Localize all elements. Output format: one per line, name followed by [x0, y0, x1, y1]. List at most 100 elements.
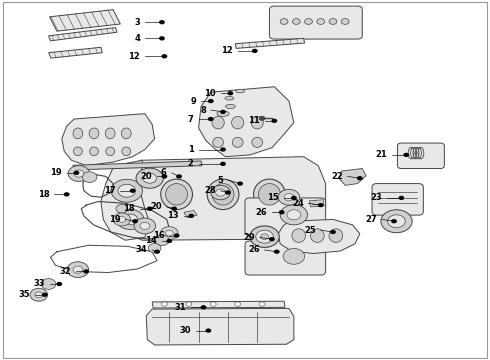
Circle shape [291, 196, 297, 200]
Circle shape [165, 230, 173, 236]
Circle shape [208, 117, 214, 121]
Text: 26: 26 [248, 246, 260, 255]
Text: 14: 14 [146, 237, 157, 246]
Text: 30: 30 [180, 326, 191, 335]
Circle shape [279, 210, 285, 215]
Circle shape [160, 226, 178, 239]
Ellipse shape [217, 111, 229, 116]
Circle shape [143, 173, 157, 183]
Circle shape [269, 237, 275, 241]
Text: 33: 33 [33, 279, 45, 288]
Circle shape [280, 205, 308, 225]
Text: 13: 13 [168, 211, 179, 220]
Circle shape [200, 305, 206, 310]
Circle shape [161, 54, 167, 58]
Circle shape [30, 288, 48, 301]
Text: 26: 26 [255, 208, 267, 217]
Circle shape [83, 269, 89, 274]
Ellipse shape [166, 184, 188, 205]
Circle shape [220, 110, 226, 114]
Text: 2: 2 [188, 159, 194, 168]
Circle shape [161, 302, 167, 306]
FancyBboxPatch shape [397, 143, 444, 168]
Circle shape [118, 217, 126, 222]
Ellipse shape [232, 137, 243, 147]
Circle shape [148, 243, 161, 253]
Circle shape [388, 215, 405, 228]
Circle shape [134, 218, 156, 234]
Ellipse shape [213, 137, 223, 147]
Circle shape [271, 119, 277, 123]
Polygon shape [198, 87, 294, 157]
Text: 20: 20 [141, 172, 152, 181]
Circle shape [140, 222, 150, 229]
Circle shape [357, 176, 363, 180]
Ellipse shape [89, 128, 99, 139]
Text: 12: 12 [128, 52, 140, 61]
Circle shape [305, 19, 313, 24]
Circle shape [132, 219, 138, 224]
Circle shape [227, 91, 233, 95]
FancyBboxPatch shape [270, 6, 362, 39]
Circle shape [56, 282, 62, 286]
Circle shape [73, 266, 83, 273]
Circle shape [205, 328, 211, 333]
FancyBboxPatch shape [245, 198, 326, 235]
Text: 15: 15 [268, 193, 279, 202]
Circle shape [318, 203, 324, 207]
Text: 18: 18 [123, 204, 135, 213]
Ellipse shape [329, 229, 343, 242]
Polygon shape [73, 161, 202, 170]
Circle shape [130, 189, 136, 193]
Polygon shape [49, 47, 102, 58]
Text: 24: 24 [292, 199, 304, 208]
Ellipse shape [292, 229, 306, 242]
Ellipse shape [225, 104, 235, 109]
Ellipse shape [236, 89, 245, 93]
Polygon shape [184, 211, 197, 218]
Ellipse shape [207, 179, 239, 210]
Circle shape [111, 179, 143, 202]
Text: 12: 12 [221, 46, 233, 55]
Circle shape [225, 190, 231, 195]
Text: 28: 28 [204, 186, 216, 195]
Circle shape [403, 153, 409, 157]
Circle shape [208, 99, 214, 103]
Circle shape [136, 168, 163, 188]
Ellipse shape [161, 179, 193, 210]
Polygon shape [101, 160, 150, 240]
Ellipse shape [105, 128, 115, 139]
Text: 27: 27 [366, 215, 377, 224]
Circle shape [211, 185, 230, 200]
Circle shape [161, 174, 167, 179]
Ellipse shape [212, 116, 224, 129]
Text: 4: 4 [134, 34, 140, 43]
Circle shape [274, 249, 280, 254]
Ellipse shape [122, 128, 131, 139]
FancyBboxPatch shape [245, 241, 326, 275]
Polygon shape [114, 157, 326, 240]
Circle shape [278, 189, 300, 205]
Circle shape [293, 19, 300, 24]
Ellipse shape [232, 116, 244, 129]
Ellipse shape [311, 229, 324, 242]
Text: 34: 34 [136, 246, 147, 255]
Circle shape [82, 172, 97, 183]
Text: 8: 8 [200, 105, 206, 114]
Text: 9: 9 [191, 96, 196, 105]
Circle shape [67, 262, 89, 278]
Circle shape [216, 189, 225, 196]
Text: 10: 10 [204, 89, 216, 98]
Circle shape [256, 230, 273, 243]
Circle shape [173, 233, 179, 238]
Circle shape [74, 171, 79, 175]
Circle shape [154, 249, 160, 254]
Circle shape [259, 116, 265, 121]
Circle shape [64, 192, 70, 197]
Text: 21: 21 [375, 150, 387, 159]
Text: 19: 19 [50, 168, 62, 177]
Ellipse shape [225, 96, 234, 100]
Polygon shape [235, 39, 305, 48]
Text: 25: 25 [304, 226, 316, 235]
Circle shape [35, 292, 43, 298]
